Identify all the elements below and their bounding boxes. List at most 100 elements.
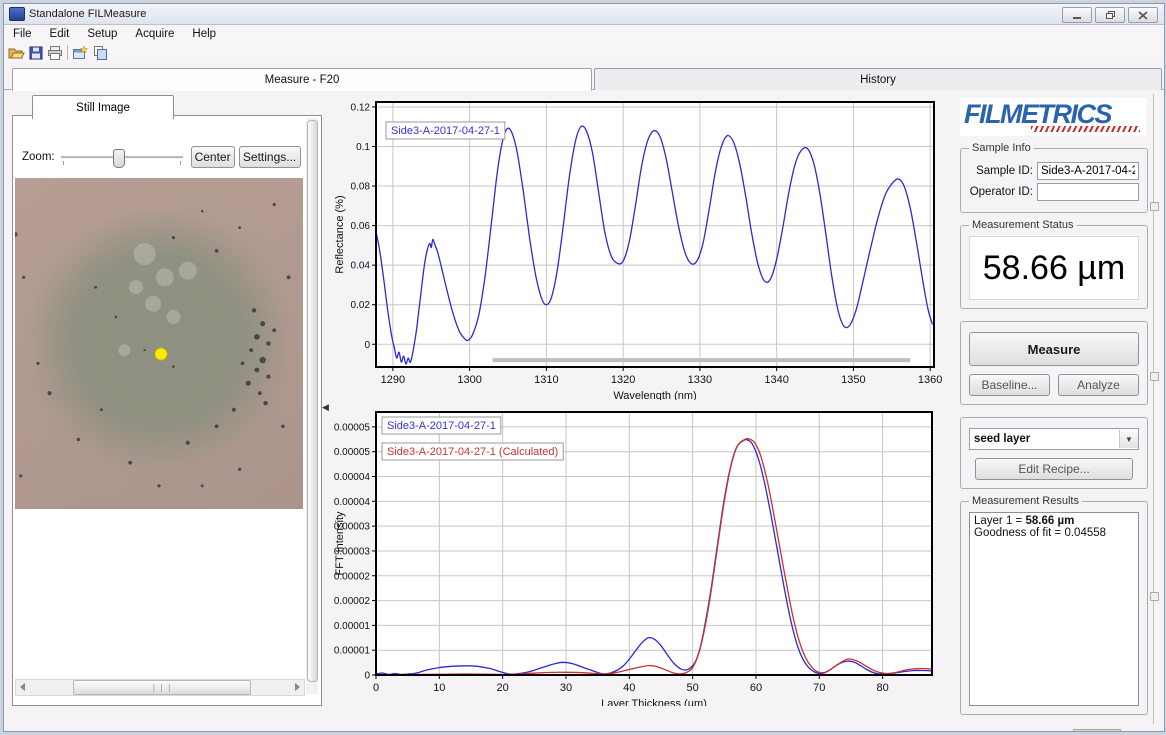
zoom-slider[interactable]	[60, 147, 183, 168]
menu-help[interactable]: Help	[192, 28, 217, 40]
edit-recipe-button[interactable]: Edit Recipe...	[975, 458, 1133, 480]
vertical-scrollbar-thumb[interactable]	[307, 120, 318, 682]
measure-button[interactable]: Measure	[969, 332, 1139, 366]
center-button[interactable]: Center	[190, 146, 235, 168]
horizontal-scrollbar-thumb[interactable]: ❘❘❘	[73, 680, 251, 695]
operator-id-input[interactable]	[1037, 183, 1139, 201]
tab-history-label: History	[860, 73, 896, 86]
svg-text:70: 70	[813, 682, 825, 694]
svg-text:0.00002: 0.00002	[334, 596, 371, 607]
svg-text:1320: 1320	[611, 374, 635, 386]
tab-measure-f20[interactable]: Measure - F20	[12, 68, 592, 91]
svg-text:1360: 1360	[918, 374, 942, 386]
measurement-panel: FILMETRICS Sample Info Sample ID: Operat…	[960, 98, 1148, 731]
center-button-label: Center	[194, 150, 231, 164]
svg-text:0.08: 0.08	[351, 182, 371, 193]
svg-text:0.04: 0.04	[351, 261, 371, 272]
close-button[interactable]	[1128, 7, 1158, 23]
main-content: Still Image Zoom: Center Settings...	[4, 90, 1164, 731]
svg-text:0: 0	[373, 682, 379, 694]
recipe-select[interactable]: seed layer ▼	[969, 428, 1139, 450]
settings-button[interactable]: Settings...	[238, 146, 301, 168]
print-icon[interactable]	[45, 44, 64, 61]
result-line-gof: Goodness of fit = 0.04558	[974, 527, 1107, 539]
svg-text:0.00001: 0.00001	[334, 646, 371, 657]
svg-text:1330: 1330	[688, 374, 712, 386]
tab-strip: Measure - F20 History	[4, 66, 1164, 91]
tool-bar	[4, 43, 1164, 62]
svg-text:0: 0	[364, 340, 370, 351]
filmetrics-logo-stripes	[1030, 126, 1141, 132]
thickness-readout: 58.66 µm	[969, 236, 1139, 300]
svg-text:0.00003: 0.00003	[334, 522, 371, 533]
recipe-selected-value: seed layer	[974, 433, 1031, 445]
sample-id-input[interactable]	[1037, 162, 1139, 180]
svg-text:1290: 1290	[381, 374, 405, 386]
svg-text:Layer Thickness (µm): Layer Thickness (µm)	[601, 698, 707, 706]
svg-text:Side3-A-2017-04-27-1: Side3-A-2017-04-27-1	[387, 420, 496, 432]
copy-icon[interactable]	[90, 44, 109, 61]
svg-text:30: 30	[560, 682, 572, 694]
toolbar-separator	[67, 45, 68, 60]
measurement-number-field	[1072, 729, 1121, 731]
reflectance-chart[interactable]: 1290 1300 1310 1320 1330 1340 1350 1360 0 0.02 0.0…	[332, 94, 950, 400]
svg-text:20: 20	[497, 682, 509, 694]
svg-text:80: 80	[876, 682, 888, 694]
zoom-slider-thumb[interactable]	[112, 149, 125, 168]
menu-file[interactable]: File	[13, 28, 32, 40]
svg-text:60: 60	[750, 682, 762, 694]
menu-edit[interactable]: Edit	[49, 28, 70, 40]
menu-acquire[interactable]: Acquire	[135, 28, 175, 40]
actions-group: Measure Baseline... Analyze	[960, 321, 1148, 405]
svg-text:1310: 1310	[534, 374, 558, 386]
svg-text:Side3-A-2017-04-27-1: Side3-A-2017-04-27-1	[391, 125, 500, 137]
svg-text:Side3-A-2017-04-27-1 (Calculat: Side3-A-2017-04-27-1 (Calculated)	[387, 446, 558, 458]
measurement-status-group: Measurement Status 58.66 µm	[960, 219, 1148, 309]
panel-splitter[interactable]	[1150, 90, 1159, 731]
recipe-group: seed layer ▼ Edit Recipe...	[960, 417, 1148, 489]
save-icon[interactable]	[26, 44, 45, 61]
results-listbox[interactable]: Layer 1 = 58.66 µm Goodness of fit = 0.0…	[969, 512, 1139, 706]
app-icon	[9, 7, 25, 21]
svg-text:1300: 1300	[457, 374, 481, 386]
svg-text:40: 40	[623, 682, 635, 694]
window-title: Standalone FILMeasure	[29, 8, 147, 20]
scroll-left-arrow-icon[interactable]	[20, 683, 25, 691]
camera-image[interactable]	[15, 178, 303, 509]
svg-text:0.06: 0.06	[351, 221, 371, 232]
menu-bar: File Edit Setup Acquire Help	[4, 25, 1164, 43]
splitter-grip[interactable]	[1150, 372, 1159, 381]
svg-text:0.02: 0.02	[351, 300, 371, 311]
tab-history[interactable]: History	[594, 68, 1162, 91]
settings-button-label: Settings...	[242, 150, 297, 164]
svg-text:0.00004: 0.00004	[334, 497, 371, 508]
horizontal-scrollbar[interactable]: ❘❘❘	[15, 679, 305, 696]
fft-chart[interactable]: 0 10 20 30 40 50 60 70 80 0 0.00001 0.00001 0.00002 0…	[332, 404, 950, 706]
menu-setup[interactable]: Setup	[87, 28, 118, 40]
title-bar[interactable]: Standalone FILMeasure	[4, 4, 1164, 25]
new-window-icon[interactable]	[71, 44, 90, 61]
splitter-grip[interactable]	[1150, 202, 1159, 211]
svg-text:10: 10	[433, 682, 445, 694]
chevron-down-icon[interactable]: ▼	[1119, 430, 1138, 448]
svg-text:0.00003: 0.00003	[334, 546, 371, 557]
tab-still-image[interactable]: Still Image	[32, 95, 174, 119]
filmetrics-logo: FILMETRICS	[960, 98, 1146, 136]
splitter-grip[interactable]	[1150, 592, 1159, 601]
splitter-bar	[1153, 94, 1154, 724]
measurement-results-title: Measurement Results	[969, 495, 1082, 507]
restore-button[interactable]	[1095, 7, 1125, 23]
svg-text:Reflectance (%): Reflectance (%)	[334, 195, 346, 273]
sample-id-label: Sample ID:	[976, 165, 1033, 177]
svg-text:FFT Intensity: FFT Intensity	[334, 511, 346, 575]
panel-collapse-arrow-icon[interactable]: ◀	[322, 402, 329, 412]
minimize-button[interactable]	[1062, 7, 1092, 23]
open-icon[interactable]	[7, 44, 26, 61]
svg-text:0.00005: 0.00005	[334, 422, 371, 433]
scroll-right-arrow-icon[interactable]	[295, 683, 300, 691]
svg-text:0.1: 0.1	[356, 142, 370, 153]
analyze-button[interactable]: Analyze	[1058, 374, 1139, 396]
edit-recipe-label: Edit Recipe...	[1018, 462, 1090, 476]
baseline-button[interactable]: Baseline...	[969, 374, 1050, 396]
vertical-scrollbar[interactable]	[306, 118, 318, 694]
